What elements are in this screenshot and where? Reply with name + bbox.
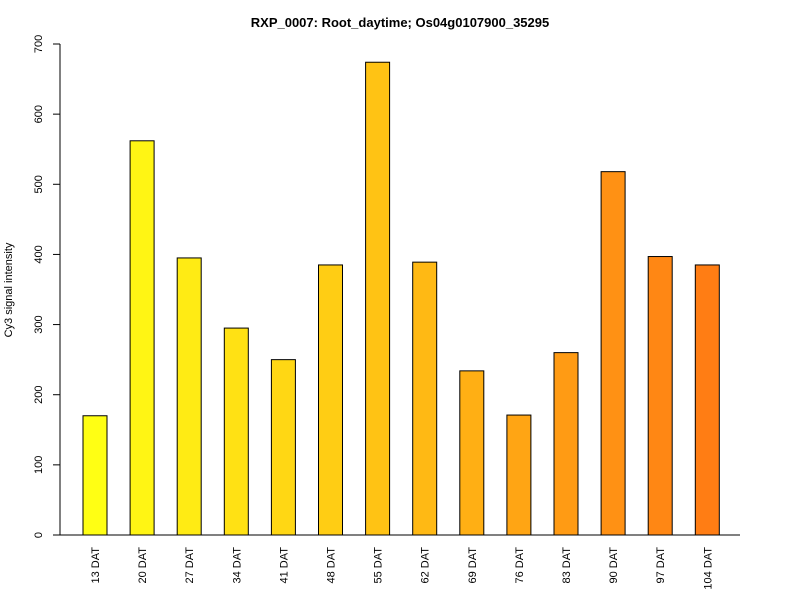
y-tick-label: 600 (33, 105, 45, 123)
bar (647, 256, 673, 536)
bars (82, 61, 720, 536)
y-tick-label: 300 (33, 315, 45, 333)
x-tick-label: 69 DAT (467, 547, 479, 584)
chart-title: RXP_0007: Root_daytime; Os04g0107900_352… (251, 15, 549, 30)
x-tick-label: 62 DAT (420, 547, 432, 584)
x-tick-label: 104 DAT (702, 547, 714, 590)
x-tick-label: 34 DAT (231, 547, 243, 584)
bar (459, 370, 485, 536)
bar (694, 264, 720, 536)
bar (270, 359, 296, 536)
y-axis-label: Cy3 signal intensity (3, 242, 15, 337)
bar (412, 261, 438, 536)
x-tick-label: 90 DAT (608, 547, 620, 584)
y-tick-label: 500 (33, 175, 45, 193)
x-tick-label: 55 DAT (373, 547, 385, 584)
bar (82, 415, 108, 536)
x-tick-label: 76 DAT (514, 547, 526, 584)
bar (129, 140, 155, 536)
bar (506, 414, 532, 536)
x-tick-label: 48 DAT (326, 547, 338, 584)
bar (223, 327, 249, 536)
x-tick-label: 13 DAT (90, 547, 102, 584)
y-tick-label: 100 (33, 456, 45, 474)
y-tick-label: 400 (33, 245, 45, 263)
bar (553, 352, 579, 536)
bar (600, 171, 626, 536)
y-tick-label: 0 (33, 532, 45, 538)
x-tick-label: 41 DAT (278, 547, 290, 584)
bar (318, 264, 343, 536)
bar (176, 257, 202, 536)
x-tick-label: 20 DAT (137, 547, 149, 584)
x-axis: 13 DAT 20 DAT 27 DAT 34 DAT 41 DAT 48 DAT 55 D… (60, 534, 740, 590)
y-tick-label: 200 (33, 386, 45, 404)
bar (365, 61, 391, 536)
x-tick-label: 27 DAT (184, 547, 196, 584)
y-tick-label: 700 (33, 35, 45, 53)
y-axis: 0 100 200 300 400 500 600 700 (33, 35, 61, 538)
x-tick-label: 83 DAT (561, 547, 573, 584)
x-tick-label: 97 DAT (655, 547, 667, 584)
